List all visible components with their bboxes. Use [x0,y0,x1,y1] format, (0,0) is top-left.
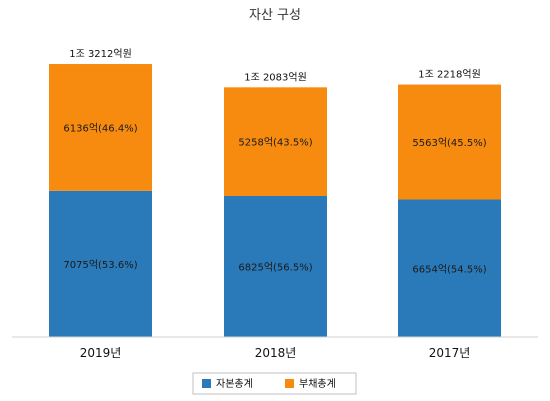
total-label-0: 1조 3212억원 [69,48,132,60]
bar-equity-1 [224,195,327,337]
legend-swatch-liabilities [285,379,294,388]
bar-liabilities-0 [49,64,152,191]
total-label-2: 1조 2218억원 [418,69,481,81]
legend-box [192,372,357,395]
legend-label-liabilities: 부채총계 [299,378,336,390]
chart-title: 자산 구성 [249,8,301,23]
bar-label-liabilities-1: 5258억(43.5%) [238,137,312,149]
category-labels: 2019년 2018년 2017년 [80,346,471,360]
category-label-2: 2017년 [429,346,471,360]
bar-liabilities-2 [398,84,501,200]
bar-liabilities-1 [224,87,327,196]
category-label-1: 2018년 [255,346,297,360]
bar-label-equity-2: 6654억(54.5%) [412,263,486,275]
legend-swatch-equity [202,379,211,388]
category-label-0: 2019년 [80,346,122,360]
bar-label-liabilities-2: 5563억(45.5%) [412,137,486,149]
bar-label-liabilities-0: 6136억(46.4%) [63,122,137,134]
bar-equity-2 [398,199,501,337]
bar-label-equity-0: 7075억(53.6%) [63,259,137,271]
bars-group: 7075억(53.6%) 6136억(46.4%) 1조 3212억원 6825억(5… [49,48,501,337]
legend: 자본총계 부채총계 [192,372,357,395]
bar-equity-0 [49,190,152,337]
total-label-1: 1조 2083억원 [244,71,307,83]
bar-label-equity-1: 6825억(56.5%) [238,261,312,273]
legend-label-equity: 자본총계 [216,378,253,390]
